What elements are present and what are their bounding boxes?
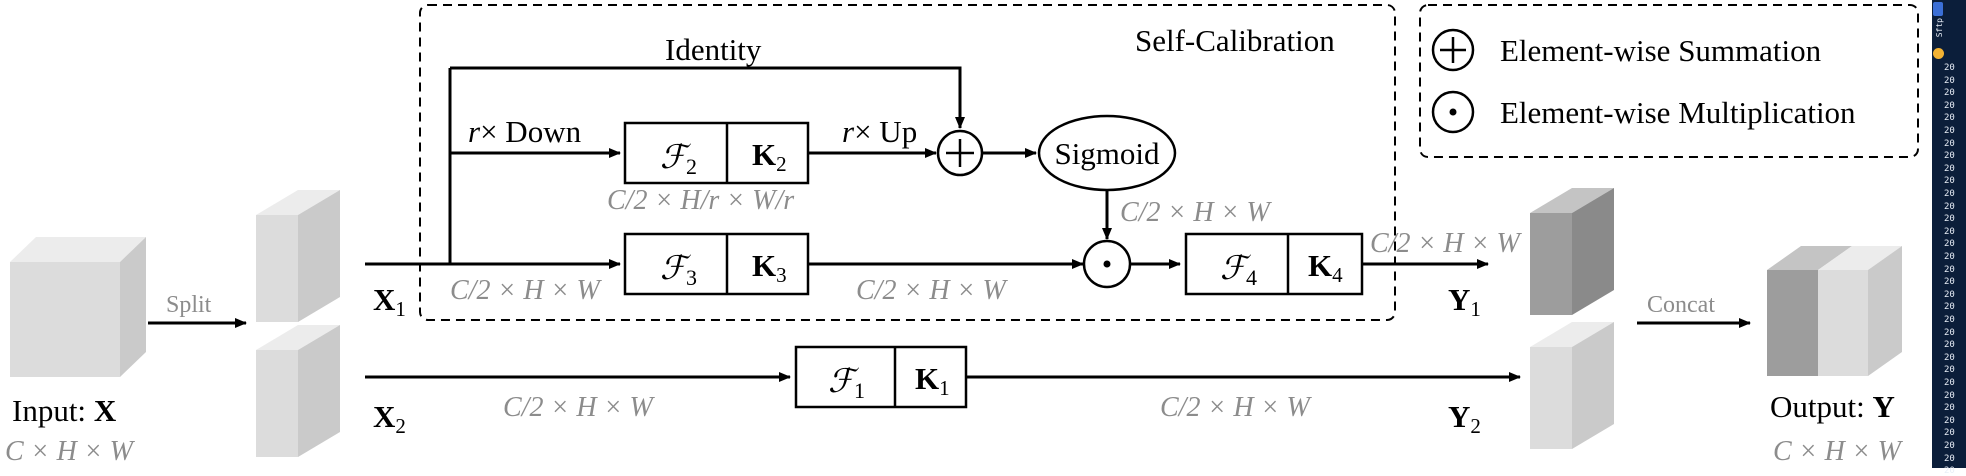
terminal-row: 20 (1944, 327, 1955, 338)
terminal-row: 20 (1944, 403, 1955, 414)
terminal-row: 20 (1944, 113, 1955, 124)
self-calibration-title: Self-Calibration (1135, 23, 1335, 58)
terminal-row: 20 (1944, 252, 1955, 262)
terminal-row: 20 (1944, 302, 1955, 313)
terminal-row: 20 (1944, 201, 1955, 212)
block-f2-k2: ℱ2 K2 (623, 121, 810, 185)
self-calibration-region (419, 4, 1396, 321)
status-dot-icon (1933, 48, 1944, 59)
r-up-label: r× Up (842, 114, 917, 149)
terminal-row: 20 (1944, 214, 1955, 225)
block-f3-k3: ℱ3 K3 (623, 232, 810, 296)
terminal-row: 20 (1944, 189, 1955, 199)
sigmoid-label: Sigmoid (1054, 136, 1160, 171)
terminal-row: 20 (1944, 138, 1955, 149)
terminal-row: 20 (1944, 163, 1955, 174)
x1-dims: C/2 × H × W (450, 275, 602, 306)
output-label: Output: Y (1770, 389, 1895, 424)
y1-dims: C/2 × H × W (1370, 228, 1522, 259)
split-cube-upper (256, 190, 340, 322)
terminal-row: 20 (1944, 239, 1955, 250)
sftp-icon[interactable] (1933, 2, 1943, 16)
f1-out-dims: C/2 × H × W (1160, 392, 1312, 423)
terminal-row: 20 (1944, 466, 1955, 476)
down-dims: C/2 × H/r × W/r (607, 185, 794, 216)
y2-cube (1530, 322, 1614, 449)
terminal-row: 20 (1944, 264, 1955, 275)
block-f1-k1: ℱ1 K1 (794, 345, 968, 409)
f3-out-dims: C/2 × H × W (856, 275, 1008, 306)
k2-label: K2 (752, 137, 787, 176)
identity-path (450, 66, 965, 129)
sum-symbol-icon (1431, 28, 1475, 72)
y1-cube (1530, 188, 1614, 315)
multiplication-node (1082, 239, 1132, 289)
terminal-row: 20 (1944, 315, 1955, 325)
terminal-row: 20 (1944, 100, 1955, 111)
concat-label: Concat (1647, 292, 1715, 318)
r-down-label: r× Down (468, 114, 582, 149)
input-label: Input: X (12, 393, 117, 428)
terminal-row: 20 (1944, 453, 1955, 464)
summation-node (936, 129, 984, 177)
y2-label: Y2 (1448, 399, 1481, 438)
terminal-row: 20 (1944, 340, 1955, 351)
multiply-symbol-icon (1431, 90, 1475, 134)
terminal-row: 20 (1944, 415, 1955, 426)
k4-label: K4 (1308, 248, 1343, 287)
sftp-label: Sftp (1935, 18, 1944, 38)
legend-box (1419, 4, 1919, 158)
terminal-row: 20 (1944, 365, 1955, 376)
terminal-row: 20 (1944, 390, 1955, 401)
x2-label: X2 (373, 399, 406, 438)
terminal-row: 20 (1944, 441, 1955, 451)
y1-label: Y1 (1448, 282, 1481, 321)
x1-label: X1 (373, 282, 406, 321)
x2-dims: C/2 × H × W (503, 392, 655, 423)
input-dims: C × H × W (5, 436, 136, 467)
k3-label: K3 (752, 248, 787, 287)
identity-label: Identity (665, 32, 762, 67)
terminal-row: 20 (1944, 176, 1955, 187)
terminal-row: 20 (1944, 378, 1955, 388)
output-cube (1767, 246, 1902, 376)
split-label: Split (166, 292, 212, 318)
legend-sum-label: Element-wise Summation (1500, 33, 1822, 68)
terminal-row: 20 (1944, 226, 1955, 237)
terminal-row: 20 (1944, 277, 1955, 288)
terminal-row: 20 (1944, 126, 1955, 136)
legend-multiply-label: Element-wise Multiplication (1500, 95, 1856, 130)
f4-label: ℱ4 (1220, 251, 1257, 290)
terminal-row: 20 (1944, 289, 1955, 300)
terminal-row: 20 (1944, 428, 1955, 439)
terminal-row: 20 (1944, 75, 1955, 86)
legend-sum-entry: Element-wise Summation (1431, 28, 1822, 72)
output-dims: C × H × W (1773, 436, 1904, 467)
terminal-row: 20 (1944, 352, 1955, 363)
terminal-row: 20 (1944, 151, 1955, 162)
block-f4-k4: ℱ4 K4 (1184, 232, 1364, 296)
input-cube (10, 237, 146, 377)
k1-label: K1 (915, 361, 950, 400)
side-terminal-strip: Sftp 20 20 20 20 20 20 20 20 20 20 20 20 20 20 20 20 20 2… (1932, 0, 1966, 476)
sigmoid-dims: C/2 × H × W (1120, 197, 1272, 228)
terminal-row: 20 (1944, 63, 1955, 73)
legend-multiply-entry: Element-wise Multiplication (1431, 90, 1856, 134)
terminal-row: 20 (1944, 88, 1955, 99)
split-cube-lower (256, 325, 340, 457)
